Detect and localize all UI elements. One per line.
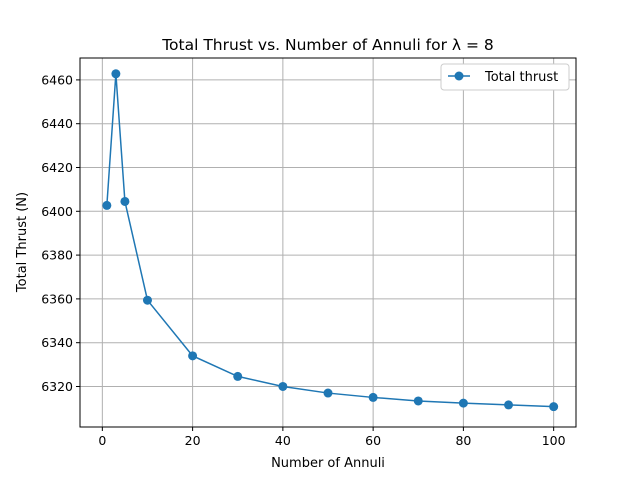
x-tick-label: 40 [275, 433, 291, 448]
x-axis-ticks: 0 20 40 60 80 100 [98, 427, 566, 448]
data-point [413, 396, 423, 406]
data-point [102, 200, 112, 210]
y-axis-ticks: 6320 6340 6360 6380 6400 6420 6440 6460 [41, 72, 80, 394]
data-point [458, 398, 468, 408]
y-tick-label: 6440 [41, 116, 73, 131]
y-tick-label: 6380 [41, 248, 73, 263]
data-point [120, 196, 130, 206]
data-point [142, 295, 152, 305]
data-point [278, 381, 288, 391]
x-tick-label: 100 [542, 433, 566, 448]
data-point [111, 69, 121, 79]
data-point [368, 392, 378, 402]
x-axis-label: Number of Annuli [271, 456, 385, 471]
data-point [504, 400, 514, 410]
y-tick-label: 6320 [41, 379, 73, 394]
legend-label-total-thrust: Total thrust [484, 70, 558, 85]
chart-title: Total Thrust vs. Number of Annuli for λ … [161, 36, 494, 54]
legend-series-marker [454, 71, 464, 81]
y-tick-label: 6420 [41, 160, 73, 175]
x-tick-label: 80 [455, 433, 471, 448]
legend-box [440, 63, 570, 91]
plot-frame [79, 57, 577, 428]
series-layer [102, 69, 559, 412]
y-tick-label: 6400 [41, 204, 73, 219]
data-point [323, 388, 333, 398]
data-point [233, 371, 243, 381]
data-point [188, 351, 198, 361]
y-tick-label: 6460 [41, 72, 73, 87]
y-tick-label: 6360 [41, 291, 73, 306]
x-tick-label: 20 [185, 433, 201, 448]
x-tick-label: 60 [365, 433, 381, 448]
data-point [549, 402, 559, 412]
grid [80, 58, 576, 427]
legend: Total thrust [440, 63, 570, 91]
y-tick-label: 6340 [41, 335, 73, 350]
x-tick-label: 0 [98, 433, 106, 448]
y-axis-label: Total Thrust (N) [15, 192, 30, 293]
